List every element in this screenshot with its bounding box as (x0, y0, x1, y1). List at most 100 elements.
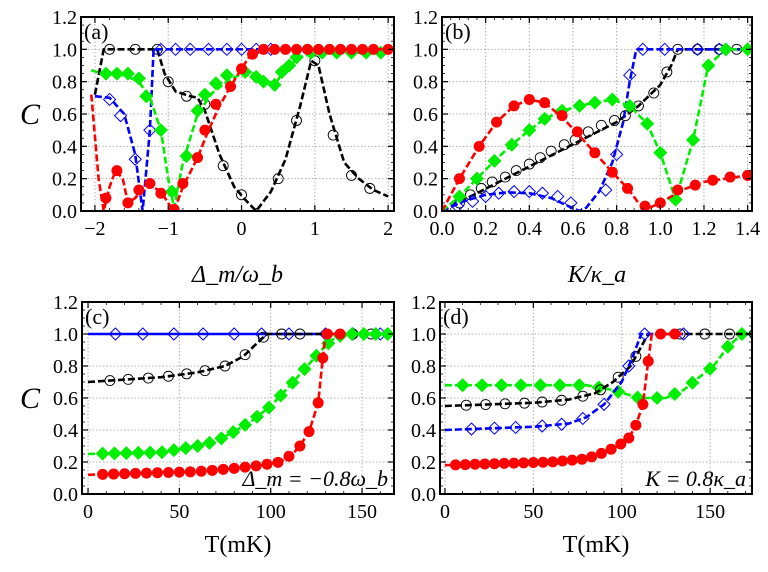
data-point-blue (576, 411, 590, 426)
data-point-black (499, 171, 511, 183)
data-point-blue (492, 186, 506, 200)
data-point-red (345, 43, 357, 55)
data-point-blue (143, 123, 157, 137)
data-point-red (642, 355, 654, 367)
y-tick-label: 0.8 (52, 72, 77, 94)
data-point-green (611, 384, 626, 399)
data-point-red (586, 451, 598, 463)
panel-label: (d) (443, 304, 469, 329)
data-point-blue (554, 417, 569, 431)
data-point-red (450, 459, 462, 471)
data-point-black (545, 145, 557, 157)
x-tick-label: 150 (347, 501, 377, 523)
data-point-black (486, 176, 498, 188)
data-point-green (238, 417, 253, 432)
data-point-black (291, 115, 302, 126)
data-point-blue (599, 183, 613, 197)
data-point-green (143, 445, 158, 460)
data-point-black (272, 173, 284, 185)
x-tick-label: 0.8 (604, 218, 629, 240)
data-point-red (168, 203, 180, 211)
data-point-green (685, 375, 700, 390)
x-tick-label: 100 (607, 501, 637, 523)
data-point-red (206, 464, 218, 476)
data-point-green (605, 92, 620, 107)
data-point-green (139, 89, 154, 104)
data-point-red (639, 200, 651, 211)
data-point-red (303, 426, 315, 438)
data-point-black (582, 126, 594, 138)
y-tick-label: 0.4 (52, 136, 77, 158)
data-point-black (181, 90, 193, 102)
x-tick-label: 0.2 (473, 218, 498, 240)
data-point-blue (183, 42, 197, 57)
y-tick-label: 0.8 (53, 356, 78, 378)
data-point-black (480, 399, 492, 410)
data-point-black (181, 368, 193, 380)
data-point-green (522, 123, 537, 138)
data-point-red (199, 124, 211, 136)
y-tick-label: 1.0 (52, 39, 77, 61)
data-point-red (630, 419, 642, 431)
data-point-blue (550, 189, 565, 204)
data-point-red (606, 166, 618, 178)
data-point-red (615, 438, 627, 450)
data-point-green (356, 327, 371, 341)
x-tick-label: 50 (523, 501, 543, 523)
data-point-red (210, 98, 222, 110)
data-point-blue (227, 327, 241, 341)
panel-label: (a) (84, 19, 108, 44)
data-point-red (192, 152, 204, 164)
x-tick-label: 0 (440, 501, 450, 523)
y-tick-label: 1.2 (53, 292, 78, 314)
data-point-green (190, 103, 205, 118)
panel-c: 0 50 100 150 0.0 0.2 0.4 0.6 0.8 1.0 1.2 (c) T(mK) C Δ… (20, 292, 395, 558)
data-point-green (686, 132, 701, 147)
data-point-red (605, 443, 617, 455)
y-tick-label: 1.0 (411, 324, 436, 346)
data-point-green (701, 58, 716, 73)
data-point-blue (622, 359, 636, 373)
data-point-black (595, 384, 606, 396)
x-tick-label: 2 (383, 218, 393, 240)
data-point-black (239, 349, 251, 361)
data-point-black (648, 87, 660, 99)
x-tick-label: 50 (169, 501, 189, 523)
data-point-red (258, 43, 270, 55)
data-point-red (479, 458, 491, 470)
data-point-red (459, 459, 471, 471)
data-point-blue (609, 147, 624, 162)
y-tick-label: 0.6 (53, 388, 78, 410)
data-point-blue (108, 327, 123, 341)
y-tick-label: 0.4 (411, 420, 436, 442)
data-point-green (164, 184, 179, 199)
data-point-red (280, 43, 292, 55)
x-tick-label: 1.4 (735, 218, 760, 240)
annotation: K = 0.8κ_a (644, 466, 746, 491)
data-point-black (346, 169, 357, 181)
x-tick-label: 1.2 (691, 218, 716, 240)
data-point-red (312, 43, 324, 55)
data-point-black (612, 371, 624, 383)
series-line-blue (94, 47, 275, 211)
data-point-blue (508, 420, 523, 435)
data-point-blue (196, 327, 210, 341)
data-point-blue (522, 184, 537, 199)
data-point-blue (168, 42, 183, 57)
data-point-red (669, 328, 681, 340)
data-point-red (453, 173, 465, 185)
data-point-red (473, 140, 485, 152)
data-point-green (455, 378, 470, 393)
data-point-black (162, 370, 174, 382)
data-point-green (650, 391, 665, 405)
data-point-black (619, 110, 631, 122)
data-point-green (572, 378, 587, 393)
y-tick-label: 0.0 (413, 201, 438, 223)
data-point-black (510, 165, 522, 177)
y-tick-label: 0.6 (411, 388, 436, 410)
data-point-red (689, 179, 701, 191)
data-point-red (239, 461, 251, 473)
data-point-black (475, 182, 487, 194)
x-tick-label: 100 (256, 501, 286, 523)
data-point-red (672, 184, 684, 196)
